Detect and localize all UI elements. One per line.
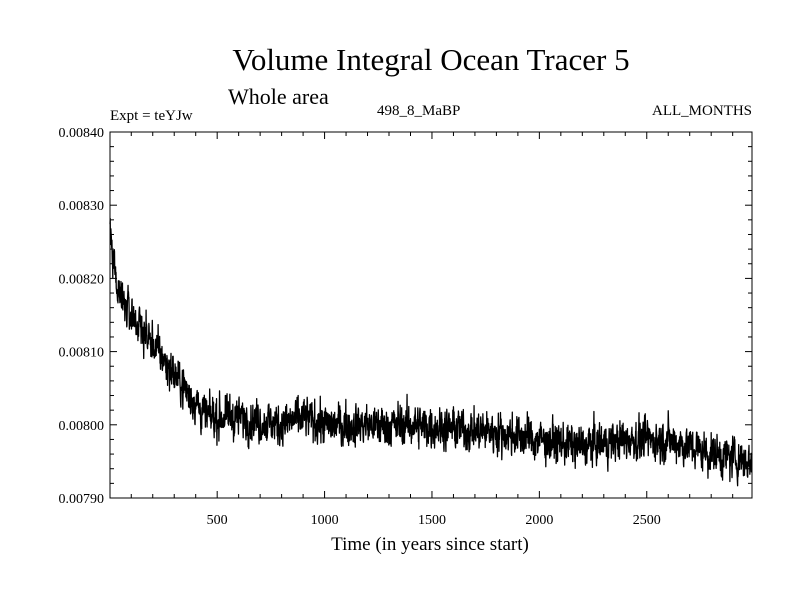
series-line <box>109 217 753 487</box>
y-tick-label: 0.00810 <box>59 346 105 361</box>
y-tick-label: 0.00830 <box>59 199 105 214</box>
chart-title: Volume Integral Ocean Tracer 5 <box>232 42 630 77</box>
y-tick-label: 0.00820 <box>59 272 105 287</box>
x-tick-label: 500 <box>207 513 228 528</box>
x-axis-label: Time (in years since start) <box>331 534 529 555</box>
x-tick-label: 1500 <box>418 513 446 528</box>
y-tick-label: 0.00840 <box>59 126 105 141</box>
months-label: ALL_MONTHS <box>652 103 752 119</box>
x-tick-label: 2500 <box>633 513 661 528</box>
chart-subtitle: Whole area <box>228 84 329 109</box>
y-tick-label: 0.00800 <box>59 419 105 434</box>
plot-frame <box>109 131 753 499</box>
y-tick-label: 0.00790 <box>59 492 105 507</box>
experiment-label: Expt = teYJw <box>110 108 193 124</box>
period-label: 498_8_MaBP <box>377 103 461 119</box>
x-tick-label: 1000 <box>311 513 339 528</box>
x-tick-label: 2000 <box>525 513 553 528</box>
